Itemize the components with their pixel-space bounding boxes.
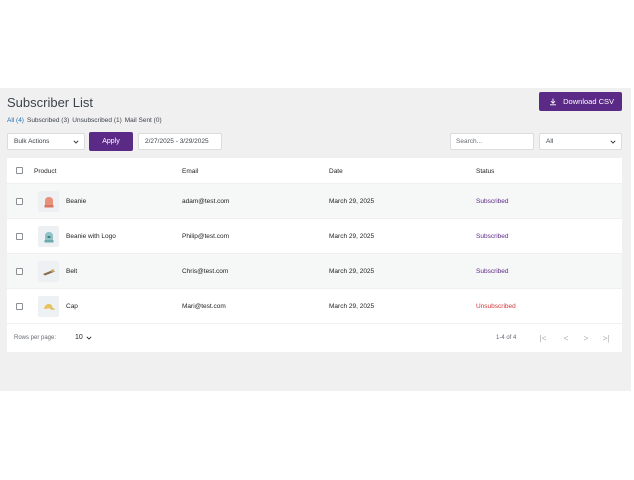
product-thumbnail[interactable] xyxy=(38,226,59,247)
subscriber-panel: Subscriber List Download CSV All (4) Sub… xyxy=(0,88,631,391)
row-checkbox[interactable] xyxy=(16,233,23,240)
select-all-checkbox[interactable] xyxy=(16,167,23,174)
table-row: Beanie adam@test.com March 29, 2025 Subs… xyxy=(7,184,622,219)
email-cell: adam@test.com xyxy=(182,198,230,205)
date-range-value: 2/27/2025 - 3/29/2025 xyxy=(145,138,209,145)
column-email[interactable]: Email xyxy=(182,168,199,175)
row-checkbox[interactable] xyxy=(16,198,23,205)
column-date[interactable]: Date xyxy=(329,168,343,175)
download-csv-button[interactable]: Download CSV xyxy=(539,92,622,111)
last-page-icon[interactable]: >| xyxy=(602,333,610,343)
table-footer: Rows per page: 10 1-4 of 4 |< < > >| xyxy=(7,324,622,352)
date-cell: March 29, 2025 xyxy=(329,268,375,275)
product-name[interactable]: Cap xyxy=(66,303,78,310)
status-cell: Subscribed xyxy=(476,198,509,205)
product-name[interactable]: Beanie with Logo xyxy=(66,233,116,240)
next-page-icon[interactable]: > xyxy=(583,333,589,343)
product-thumbnail[interactable] xyxy=(38,261,59,282)
chevron-down-icon xyxy=(73,140,79,144)
rows-per-page-label: Rows per page: xyxy=(14,335,57,341)
beanie-logo-icon xyxy=(44,231,53,242)
search-input[interactable] xyxy=(450,133,534,150)
product-name[interactable]: Belt xyxy=(66,268,78,275)
page-title: Subscriber List xyxy=(7,95,93,110)
filter-unsubscribed[interactable]: Unsubscribed (1) xyxy=(72,117,122,124)
toolbar: Bulk Actions Apply 2/27/2025 - 3/29/2025… xyxy=(7,132,622,151)
email-cell: Mari@test.com xyxy=(182,303,226,310)
column-product[interactable]: Product xyxy=(34,168,57,175)
date-cell: March 29, 2025 xyxy=(329,233,375,240)
belt-icon xyxy=(42,269,55,275)
product-thumbnail[interactable] xyxy=(38,191,59,212)
chevron-down-icon xyxy=(610,140,616,144)
product-name[interactable]: Beanie xyxy=(66,198,87,205)
rows-per-page-value: 10 xyxy=(75,334,83,341)
previous-page-icon[interactable]: < xyxy=(563,333,569,343)
email-cell: Chris@test.com xyxy=(182,268,229,275)
status-cell: Subscribed xyxy=(476,233,509,240)
rows-per-page-select[interactable]: 10 xyxy=(75,334,92,341)
table-header: Product Email Date Status xyxy=(7,158,622,184)
date-cell: March 29, 2025 xyxy=(329,303,375,310)
product-thumbnail[interactable] xyxy=(38,296,59,317)
apply-button[interactable]: Apply xyxy=(89,132,133,151)
first-page-icon[interactable]: |< xyxy=(539,333,547,343)
pagination-range: 1-4 of 4 xyxy=(496,335,517,341)
filter-subscribed[interactable]: Subscribed (3) xyxy=(26,117,70,124)
cap-icon xyxy=(43,303,55,309)
table-row: Cap Mari@test.com March 29, 2025 Unsubsc… xyxy=(7,289,622,324)
table-row: Belt Chris@test.com March 29, 2025 Subsc… xyxy=(7,254,622,289)
subscriber-table: Product Email Date Status Beanie adam@te… xyxy=(7,158,622,352)
table-row: Beanie with Logo Philip@test.com March 2… xyxy=(7,219,622,254)
bulk-actions-value: Bulk Actions xyxy=(14,138,50,145)
column-status[interactable]: Status xyxy=(476,168,495,175)
row-checkbox[interactable] xyxy=(16,268,23,275)
bulk-actions-select[interactable]: Bulk Actions xyxy=(7,133,85,150)
download-csv-label: Download CSV xyxy=(563,97,614,106)
beanie-icon xyxy=(44,196,53,207)
row-checkbox[interactable] xyxy=(16,303,23,310)
status-cell: Unsubscribed xyxy=(476,303,516,310)
download-icon xyxy=(550,98,557,105)
date-range-picker[interactable]: 2/27/2025 - 3/29/2025 xyxy=(138,133,222,150)
filter-all[interactable]: All (4) xyxy=(7,117,24,124)
status-cell: Subscribed xyxy=(476,268,509,275)
date-cell: March 29, 2025 xyxy=(329,198,375,205)
status-filter-value: All xyxy=(546,138,554,145)
chevron-down-icon xyxy=(86,336,92,340)
status-filter-select[interactable]: All xyxy=(539,133,622,150)
status-filter-links: All (4) Subscribed (3) Unsubscribed (1) … xyxy=(7,117,162,124)
filter-mail-sent[interactable]: Mail Sent (0) xyxy=(124,117,162,124)
email-cell: Philip@test.com xyxy=(182,233,230,240)
